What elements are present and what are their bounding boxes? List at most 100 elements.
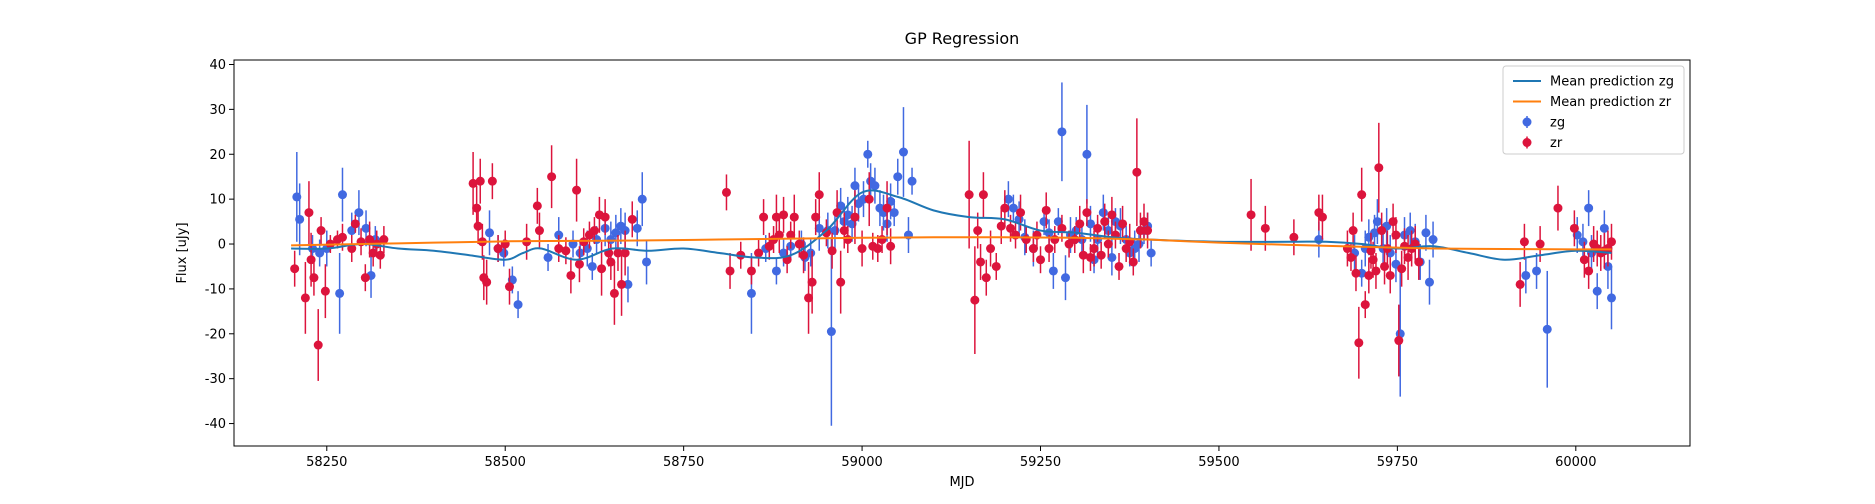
zr-data-point bbox=[597, 264, 607, 274]
zr-data-point bbox=[350, 219, 360, 229]
zr-data-point bbox=[978, 190, 988, 200]
zr-data-point bbox=[1584, 266, 1594, 276]
zg-data-point bbox=[354, 208, 364, 218]
x-axis: 58250 58500 58750 59000 59250 59500 59750 60000 bbox=[306, 446, 1596, 470]
zg-data-point bbox=[337, 190, 347, 200]
zr-data-point bbox=[1519, 237, 1529, 247]
zr-data-point bbox=[320, 286, 330, 296]
zr-data-point bbox=[821, 228, 831, 238]
x-tick-label: 58750 bbox=[663, 455, 704, 470]
zg-data-point bbox=[485, 228, 495, 238]
zg-data-point bbox=[632, 223, 642, 233]
zr-data-point bbox=[857, 244, 867, 254]
zr-data-point bbox=[1346, 252, 1356, 262]
zr-data-point bbox=[1016, 208, 1026, 218]
zg-data-point bbox=[1542, 324, 1552, 334]
zr-data-point bbox=[827, 246, 837, 256]
zg-data-point bbox=[850, 181, 860, 191]
zr-data-point bbox=[487, 176, 497, 186]
zr-data-point bbox=[1553, 203, 1563, 213]
zg-data-point bbox=[806, 248, 816, 258]
y-tick-label: 20 bbox=[209, 148, 226, 163]
zr-data-point bbox=[850, 212, 860, 222]
zr-data-point bbox=[472, 203, 482, 213]
x-tick-label: 60000 bbox=[1555, 455, 1596, 470]
zr-data-point bbox=[1374, 163, 1384, 173]
zg-data-point bbox=[1048, 266, 1058, 276]
zr-data-point bbox=[1006, 223, 1016, 233]
zg-data-point bbox=[1428, 235, 1438, 245]
zr-data-point bbox=[1100, 217, 1110, 227]
zr-data-point bbox=[1070, 235, 1080, 245]
zr-data-point bbox=[337, 232, 347, 242]
zr-data-point bbox=[300, 293, 310, 303]
zr-data-point bbox=[1515, 279, 1525, 289]
zg-data-point bbox=[637, 194, 647, 204]
zr-data-point bbox=[1028, 244, 1038, 254]
zr-data-point bbox=[986, 244, 996, 254]
zr-data-point bbox=[1397, 264, 1407, 274]
zr-data-point bbox=[981, 273, 991, 283]
zg-data-point bbox=[886, 196, 896, 206]
y-tick-label: -20 bbox=[205, 327, 226, 342]
legend-entry-mean-zg: Mean prediction zg bbox=[1513, 75, 1674, 90]
zg-data-point bbox=[1060, 273, 1070, 283]
zr-data-point bbox=[1357, 190, 1367, 200]
zg-data-point bbox=[1003, 194, 1013, 204]
zr-data-point bbox=[1364, 270, 1374, 280]
zr-data-point bbox=[360, 273, 370, 283]
zg-data-point bbox=[870, 181, 880, 191]
legend: Mean prediction zg Mean prediction zr zg zr bbox=[1502, 65, 1685, 155]
zr-data-point bbox=[1000, 203, 1010, 213]
zr-data-point bbox=[1143, 226, 1153, 236]
zg-data-point bbox=[746, 288, 756, 298]
zr-data-point bbox=[814, 190, 824, 200]
zr-data-point bbox=[973, 226, 983, 236]
y-tick-label: -30 bbox=[205, 372, 226, 387]
zr-data-point bbox=[843, 235, 853, 245]
zg-data-point bbox=[826, 327, 836, 337]
zr-data-point bbox=[347, 244, 357, 254]
zr-data-point bbox=[1082, 208, 1092, 218]
legend-entry-zr: zr bbox=[1522, 136, 1563, 151]
zr-data-point bbox=[627, 214, 637, 224]
zr-data-point bbox=[774, 230, 784, 240]
zr-data-point bbox=[1057, 223, 1067, 233]
zr-data-point bbox=[1107, 210, 1117, 220]
zr-data-point bbox=[1377, 226, 1387, 236]
y-axis-label: Flux [uJy] bbox=[175, 222, 190, 283]
zr-data-point bbox=[309, 273, 319, 283]
zg-data-point bbox=[347, 226, 357, 236]
x-tick-label: 59500 bbox=[1198, 455, 1239, 470]
zr-data-point bbox=[368, 248, 378, 258]
zr-data-point bbox=[839, 226, 849, 236]
zr-data-point bbox=[1535, 239, 1545, 249]
zg-data-point bbox=[1057, 127, 1067, 137]
zr-data-point bbox=[807, 277, 817, 287]
zr-data-point bbox=[1246, 210, 1256, 220]
zr-data-point bbox=[534, 226, 544, 236]
zr-data-point bbox=[482, 277, 492, 287]
x-tick-label: 58250 bbox=[306, 455, 347, 470]
zr-data-point bbox=[864, 194, 874, 204]
zr-data-point bbox=[316, 226, 326, 236]
zr-data-point bbox=[804, 293, 814, 303]
x-tick-label: 59750 bbox=[1377, 455, 1418, 470]
zr-data-point bbox=[1385, 270, 1395, 280]
zg-data-point bbox=[1014, 214, 1024, 224]
zg-data-point bbox=[1008, 203, 1018, 213]
zg-data-point bbox=[889, 208, 899, 218]
zg-data-point bbox=[1107, 252, 1117, 262]
zg-data-point bbox=[1082, 149, 1092, 159]
legend-label: zg bbox=[1550, 116, 1565, 131]
x-axis-label: MJD bbox=[949, 475, 974, 490]
legend-entry-zg: zg bbox=[1522, 116, 1565, 131]
zg-data-point bbox=[771, 266, 781, 276]
zr-data-point bbox=[877, 235, 887, 245]
zg-data-point bbox=[1053, 217, 1063, 227]
zr-data-point bbox=[620, 248, 630, 258]
legend-box bbox=[1502, 65, 1685, 155]
legend-label: zr bbox=[1550, 136, 1563, 151]
zr-data-point bbox=[754, 248, 764, 258]
